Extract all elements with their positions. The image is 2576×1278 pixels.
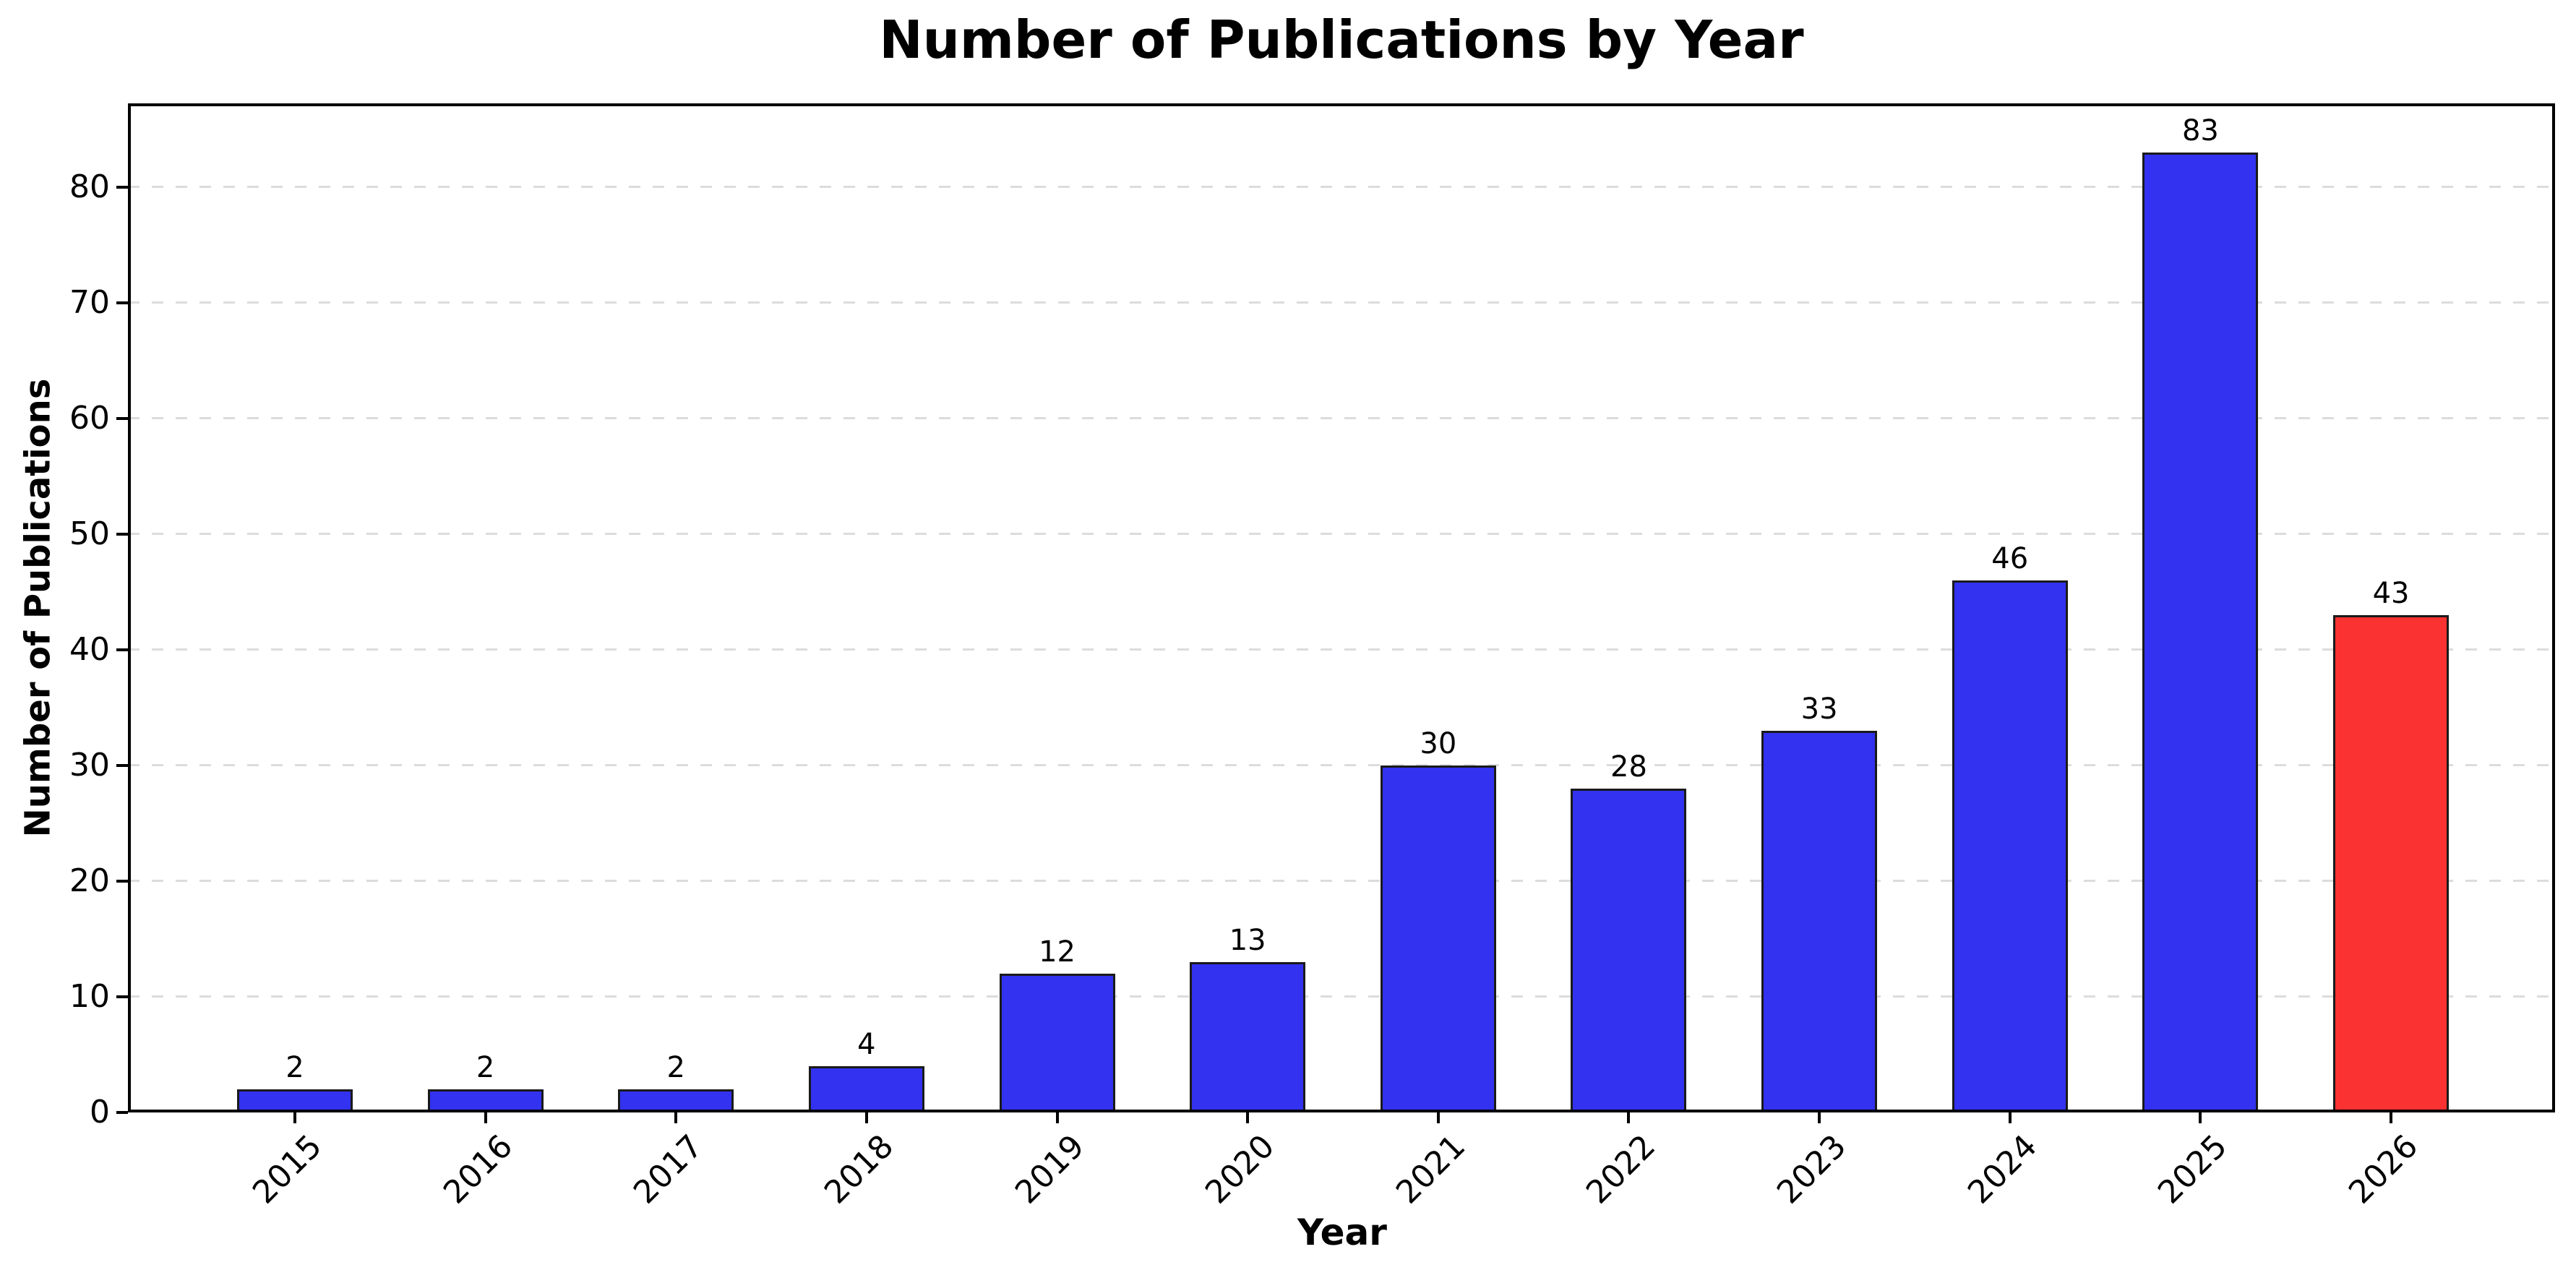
x-axis-title: Year bbox=[1297, 1211, 1387, 1253]
y-tick-mark-10 bbox=[116, 995, 128, 998]
x-tick-mark-2015 bbox=[293, 1112, 296, 1123]
bar-2022 bbox=[1571, 789, 1687, 1112]
x-tick-mark-2020 bbox=[1246, 1112, 1250, 1123]
bar-2024 bbox=[1952, 580, 2068, 1112]
gridline-y-60 bbox=[128, 417, 2555, 419]
plot-area: 2 2 2 4 12 13 30 28 33 46 83 43 bbox=[128, 103, 2555, 1112]
bar-value-label-2016: 2 bbox=[476, 1051, 495, 1084]
x-tick-label-2016: 2016 bbox=[436, 1128, 520, 1211]
chart-title: Number of Publications by Year bbox=[879, 9, 1804, 70]
gridline-y-80 bbox=[128, 186, 2555, 188]
y-tick-label-10: 10 bbox=[69, 978, 110, 1015]
bar-value-label-2019: 12 bbox=[1039, 935, 1076, 969]
gridline-y-70 bbox=[128, 301, 2555, 304]
bar-value-label-2025: 83 bbox=[2181, 114, 2219, 147]
x-tick-label-2018: 2018 bbox=[817, 1128, 901, 1211]
bar-2019 bbox=[999, 974, 1115, 1112]
y-tick-label-70: 70 bbox=[69, 284, 110, 321]
x-tick-mark-2023 bbox=[1818, 1112, 1821, 1123]
bar-value-label-2015: 2 bbox=[285, 1051, 304, 1084]
gridline-y-10 bbox=[128, 995, 2555, 998]
bar-2026 bbox=[2333, 615, 2450, 1112]
x-tick-mark-2021 bbox=[1436, 1112, 1440, 1123]
y-tick-label-40: 40 bbox=[69, 631, 110, 668]
bar-2020 bbox=[1190, 962, 1306, 1112]
x-tick-mark-2026 bbox=[2390, 1112, 2393, 1123]
y-tick-mark-0 bbox=[116, 1111, 128, 1114]
bar-value-label-2026: 43 bbox=[2372, 577, 2410, 610]
x-tick-label-2017: 2017 bbox=[627, 1128, 710, 1211]
gridline-y-40 bbox=[128, 648, 2555, 651]
x-tick-label-2019: 2019 bbox=[1008, 1128, 1091, 1211]
y-tick-label-50: 50 bbox=[69, 515, 110, 552]
x-tick-mark-2017 bbox=[674, 1112, 678, 1123]
x-tick-label-2015: 2015 bbox=[245, 1128, 330, 1211]
y-tick-label-0: 0 bbox=[90, 1094, 110, 1131]
x-tick-label-2026: 2026 bbox=[2342, 1128, 2426, 1211]
bar-value-label-2022: 28 bbox=[1610, 750, 1647, 784]
x-tick-mark-2018 bbox=[864, 1112, 868, 1123]
x-tick-label-2022: 2022 bbox=[1579, 1128, 1663, 1211]
bar-value-label-2024: 46 bbox=[1991, 542, 2029, 575]
bar-2018 bbox=[808, 1066, 924, 1112]
y-tick-mark-60 bbox=[116, 417, 128, 420]
x-tick-mark-2016 bbox=[484, 1112, 487, 1123]
gridline-y-30 bbox=[128, 764, 2555, 766]
gridline-y-50 bbox=[128, 533, 2555, 535]
bar-value-label-2020: 13 bbox=[1229, 924, 1266, 957]
bar-value-label-2021: 30 bbox=[1420, 727, 1457, 760]
x-tick-label-2025: 2025 bbox=[2151, 1128, 2235, 1211]
y-tick-mark-80 bbox=[116, 186, 128, 189]
y-tick-label-20: 20 bbox=[69, 862, 110, 899]
bar-2015 bbox=[237, 1089, 353, 1112]
y-tick-mark-40 bbox=[116, 648, 128, 651]
x-tick-label-2024: 2024 bbox=[1960, 1128, 2044, 1211]
bar-2023 bbox=[1761, 731, 1878, 1112]
y-tick-label-80: 80 bbox=[69, 168, 110, 205]
bar-value-label-2017: 2 bbox=[666, 1051, 685, 1084]
x-tick-label-2020: 2020 bbox=[1198, 1128, 1282, 1211]
bar-2025 bbox=[2142, 153, 2259, 1112]
x-tick-label-2021: 2021 bbox=[1388, 1128, 1473, 1211]
y-tick-mark-20 bbox=[116, 880, 128, 883]
x-tick-mark-2022 bbox=[1627, 1112, 1631, 1123]
x-tick-mark-2019 bbox=[1055, 1112, 1059, 1123]
y-tick-mark-50 bbox=[116, 533, 128, 536]
y-tick-mark-30 bbox=[116, 764, 128, 767]
y-tick-label-30: 30 bbox=[69, 747, 110, 784]
bar-2016 bbox=[427, 1089, 544, 1112]
bar-value-label-2023: 33 bbox=[1800, 692, 1838, 726]
y-tick-label-60: 60 bbox=[69, 400, 110, 437]
y-tick-mark-70 bbox=[116, 301, 128, 304]
gridline-y-20 bbox=[128, 880, 2555, 882]
bar-value-label-2018: 4 bbox=[857, 1028, 876, 1061]
bar-2017 bbox=[618, 1089, 734, 1112]
bar-2021 bbox=[1380, 765, 1496, 1112]
x-tick-label-2023: 2023 bbox=[1770, 1128, 1854, 1211]
x-tick-mark-2025 bbox=[2199, 1112, 2202, 1123]
x-tick-mark-2024 bbox=[2008, 1112, 2012, 1123]
